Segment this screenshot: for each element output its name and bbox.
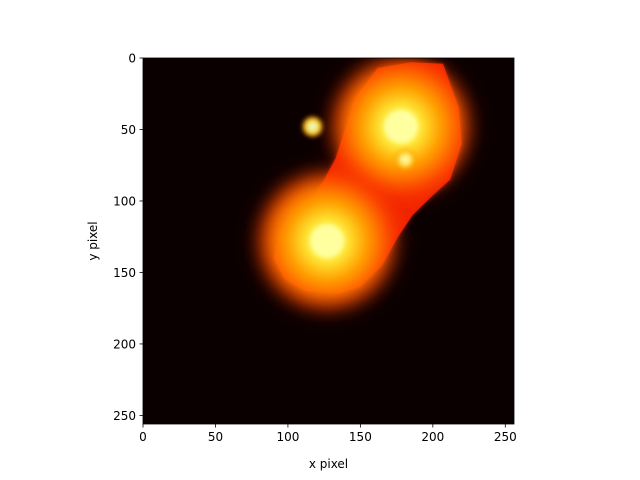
x-tick-label: 150 (349, 430, 372, 444)
y-tick-label: 150 (113, 266, 136, 280)
x-axis-label: x pixel (309, 457, 348, 471)
y-axis-ticks: 0 50 100 150 200 250 (113, 52, 143, 423)
x-tick-label: 250 (494, 430, 517, 444)
galaxy-peak-0 (384, 109, 418, 144)
y-tick-label: 100 (113, 194, 136, 208)
image-layer (250, 58, 478, 318)
x-tick-label: 100 (276, 430, 299, 444)
x-tick-label: 200 (421, 430, 444, 444)
y-axis-label: y pixel (86, 221, 100, 260)
y-tick-label: 250 (113, 409, 136, 423)
x-tick-label: 0 (139, 430, 147, 444)
galaxy-peak-1 (310, 224, 344, 258)
axes-frame (142, 57, 515, 425)
plot-area (143, 58, 514, 424)
point-source-3 (394, 148, 417, 171)
y-tick-label: 200 (113, 337, 136, 351)
point-source-2 (301, 115, 324, 138)
x-tick-label: 50 (208, 430, 223, 444)
y-tick-label: 50 (121, 123, 136, 137)
y-tick-label: 0 (128, 52, 136, 66)
x-axis-ticks: 0 50 100 150 200 250 (139, 424, 517, 444)
